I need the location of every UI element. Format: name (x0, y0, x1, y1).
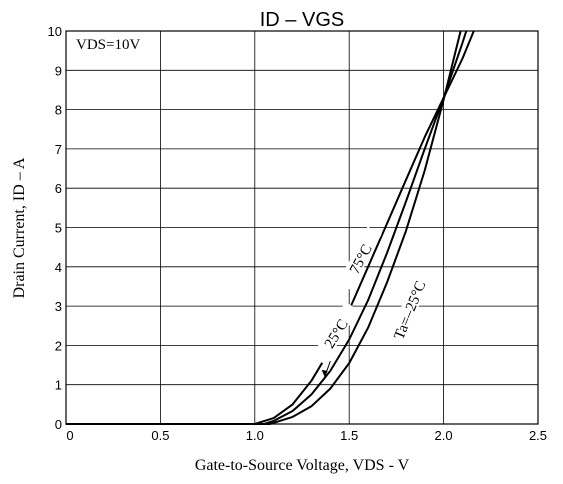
chart-title: ID – VGS (260, 9, 344, 31)
y-tick-label: 10 (48, 24, 62, 39)
curve-label-bg (389, 276, 429, 343)
y-tick-label: 7 (55, 142, 62, 157)
y-tick-label: 2 (55, 338, 62, 353)
annotation-box (68, 33, 158, 55)
x-tick-label: 1.5 (340, 428, 358, 443)
curve-label-bg (311, 301, 359, 365)
y-tick-label: 3 (55, 299, 62, 314)
x-tick-label: 2.5 (529, 428, 547, 443)
x-tick-label: 2.0 (435, 428, 453, 443)
y-axis-label: Drain Current, ID – A (11, 157, 28, 298)
y-tick-label: 0 (55, 417, 62, 432)
y-tick-label: 9 (55, 63, 62, 78)
x-tick-label: 1.0 (246, 428, 264, 443)
curve-label-bg (337, 226, 382, 291)
label-arrowhead (321, 369, 328, 377)
y-tick-label: 5 (55, 221, 62, 236)
y-tick-label: 4 (55, 260, 62, 275)
curve (66, 30, 462, 425)
x-axis-label: Gate-to-Source Voltage, VDS - V (195, 457, 410, 474)
curve (66, 30, 468, 425)
y-tick-label: 6 (55, 181, 62, 196)
y-tick-label: 1 (55, 378, 62, 393)
annotation: VDS=10V (76, 37, 140, 53)
y-tick-label: 8 (55, 103, 62, 118)
x-tick-label: 0 (66, 428, 73, 443)
x-tick-label: 0.5 (151, 428, 169, 443)
